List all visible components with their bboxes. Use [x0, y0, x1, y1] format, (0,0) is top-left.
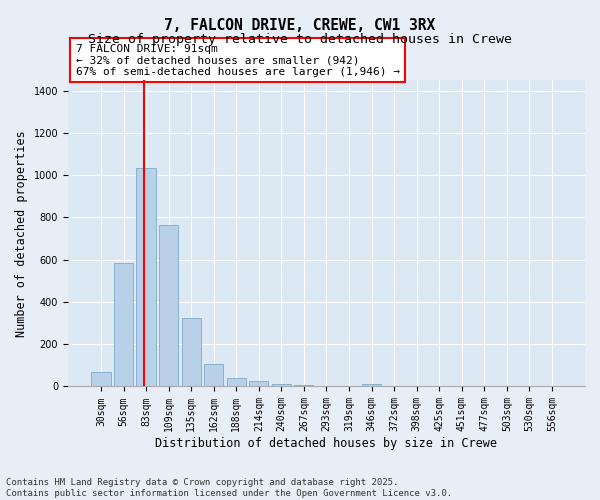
- Bar: [114, 263, 133, 386]
- Bar: [204, 364, 223, 386]
- Bar: [227, 378, 246, 386]
- Y-axis label: Number of detached properties: Number of detached properties: [15, 130, 28, 336]
- Text: 7 FALCON DRIVE: 91sqm
← 32% of detached houses are smaller (942)
67% of semi-det: 7 FALCON DRIVE: 91sqm ← 32% of detached …: [76, 44, 400, 77]
- Bar: [295, 384, 313, 386]
- Bar: [91, 372, 110, 386]
- Bar: [182, 318, 201, 386]
- Bar: [159, 225, 178, 386]
- Bar: [136, 168, 155, 386]
- Bar: [249, 381, 268, 386]
- Text: 7, FALCON DRIVE, CREWE, CW1 3RX: 7, FALCON DRIVE, CREWE, CW1 3RX: [164, 18, 436, 32]
- Bar: [362, 384, 381, 386]
- Bar: [272, 384, 291, 386]
- Text: Contains HM Land Registry data © Crown copyright and database right 2025.
Contai: Contains HM Land Registry data © Crown c…: [6, 478, 452, 498]
- X-axis label: Distribution of detached houses by size in Crewe: Distribution of detached houses by size …: [155, 437, 497, 450]
- Text: Size of property relative to detached houses in Crewe: Size of property relative to detached ho…: [88, 32, 512, 46]
